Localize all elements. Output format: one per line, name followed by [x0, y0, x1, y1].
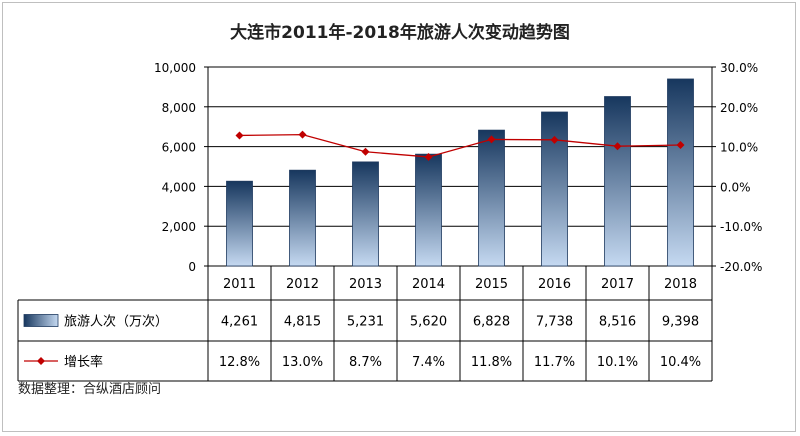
legend-bar-swatch [23, 314, 59, 327]
y-right-tick-label-3: 10.0% [720, 141, 758, 155]
growth-rate-point-2018 [676, 141, 685, 150]
category-label-2018: 2018 [664, 277, 697, 292]
growth-value-2018: 10.4% [660, 355, 701, 370]
legend-line-marker [37, 357, 45, 365]
growth-value-2017: 10.1% [597, 355, 638, 370]
growth-rate-point-2011 [235, 131, 244, 140]
bar-2014 [415, 153, 442, 267]
bar-2017 [604, 96, 631, 267]
visitors-value-2015: 6,828 [473, 315, 510, 330]
bar-2015 [478, 129, 505, 267]
growth-value-2016: 11.7% [534, 355, 575, 370]
category-label-2015: 2015 [475, 277, 508, 292]
y-left-tick-label-5: 10,000 [154, 61, 196, 75]
visitors-value-2018: 9,398 [662, 315, 699, 330]
growth-rate-point-2016 [550, 135, 559, 144]
bar-2018 [667, 78, 694, 267]
category-label-2016: 2016 [538, 277, 571, 292]
visitors-value-2012: 4,815 [284, 315, 321, 330]
y-right-tick-label-1: -10.0% [720, 220, 762, 234]
category-label-2014: 2014 [412, 277, 445, 292]
y-left-tick-label-2: 4,000 [162, 180, 196, 194]
category-label-2012: 2012 [286, 277, 319, 292]
visitors-value-2016: 7,738 [536, 315, 573, 330]
y-right-tick-label-2: 0.0% [720, 180, 751, 194]
y-left-tick-label-3: 6,000 [162, 141, 196, 155]
y-right-tick-label-4: 20.0% [720, 101, 758, 115]
bar-2013 [352, 161, 379, 267]
legend-bar-label: 旅游人次（万次） [64, 314, 168, 330]
bar-2012 [289, 169, 316, 267]
y-right-tick-label-5: 30.0% [720, 61, 758, 75]
visitors-value-2014: 5,620 [410, 315, 447, 330]
growth-rate-point-2013 [361, 147, 370, 156]
chart-frame [2, 2, 796, 432]
plot-area-border [207, 66, 713, 267]
y-left-tick-label-4: 8,000 [162, 101, 196, 115]
growth-value-2014: 7.4% [412, 355, 445, 370]
category-label-2017: 2017 [601, 277, 634, 292]
y-left-tick-label-0: 0 [188, 260, 196, 274]
legend-line-label: 增长率 [64, 354, 103, 370]
chart-title: 大连市2011年-2018年旅游人次变动趋势图 [230, 23, 570, 43]
bar-2016 [541, 111, 568, 267]
growth-value-2013: 8.7% [349, 355, 382, 370]
visitors-value-2011: 4,261 [221, 315, 258, 330]
visitors-value-2017: 8,516 [599, 315, 636, 330]
category-label-2013: 2013 [349, 277, 382, 292]
growth-rate-point-2015 [487, 135, 496, 144]
visitors-value-2013: 5,231 [347, 315, 384, 330]
growth-rate-line [239, 134, 681, 158]
growth-value-2011: 12.8% [219, 355, 260, 370]
y-right-tick-label-0: -20.0% [720, 260, 762, 274]
growth-rate-point-2017 [613, 142, 622, 151]
growth-rate-point-2012 [298, 130, 307, 139]
growth-value-2012: 13.0% [282, 355, 323, 370]
category-label-2011: 2011 [223, 277, 256, 292]
y-left-tick-label-1: 2,000 [162, 220, 196, 234]
growth-value-2015: 11.8% [471, 355, 512, 370]
bar-2011 [226, 180, 253, 267]
data-source-note: 数据整理：合纵酒店顾问 [18, 382, 162, 397]
growth-rate-point-2014 [424, 152, 433, 161]
